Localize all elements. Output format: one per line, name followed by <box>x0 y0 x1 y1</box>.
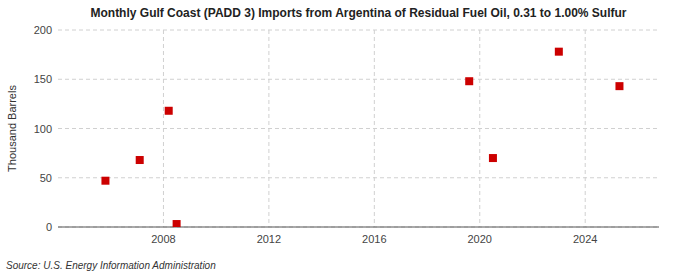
point <box>489 154 497 162</box>
x-tick-label: 2020 <box>468 233 492 245</box>
grid <box>58 30 659 227</box>
x-grid-line <box>374 30 375 227</box>
x-grid-line <box>479 30 480 227</box>
y-grid-line <box>58 128 659 129</box>
y-grid-line <box>58 227 659 228</box>
y-tick-label: 50 <box>40 172 52 184</box>
x-grid-line <box>163 30 164 227</box>
point <box>555 48 563 56</box>
axes: 0 50 100 150 200 2008 2012 2016 2020 2024 <box>34 24 659 245</box>
y-grid-line <box>58 177 659 178</box>
y-grid-line <box>58 30 659 31</box>
page: {"chart_data": {"type": "scatter", "titl… <box>0 0 675 275</box>
chart-container: Monthly Gulf Coast (PADD 3) Imports from… <box>0 0 675 275</box>
y-tick-label: 0 <box>46 221 52 233</box>
points <box>101 48 623 227</box>
point <box>136 156 144 164</box>
point <box>465 77 473 85</box>
point <box>101 177 109 185</box>
y-tick-label: 100 <box>34 123 52 135</box>
x-grid-line <box>268 30 269 227</box>
x-tick-label: 2016 <box>362 233 386 245</box>
point <box>165 107 173 115</box>
y-grid-line <box>58 79 659 80</box>
x-axis-line <box>58 227 659 228</box>
x-tick-label: 2008 <box>151 233 175 245</box>
y-axis-label: Thousand Barrels <box>6 85 18 172</box>
chart-svg: Monthly Gulf Coast (PADD 3) Imports from… <box>0 0 675 275</box>
x-grid-line <box>585 30 586 227</box>
x-tick-label: 2024 <box>573 233 597 245</box>
point <box>173 220 181 227</box>
y-tick-label: 200 <box>34 24 52 36</box>
point <box>615 82 623 90</box>
source-note: Source: U.S. Energy Information Administ… <box>6 260 216 271</box>
title: Monthly Gulf Coast (PADD 3) Imports from… <box>90 6 626 20</box>
y-tick-label: 150 <box>34 73 52 85</box>
x-tick-label: 2012 <box>257 233 281 245</box>
